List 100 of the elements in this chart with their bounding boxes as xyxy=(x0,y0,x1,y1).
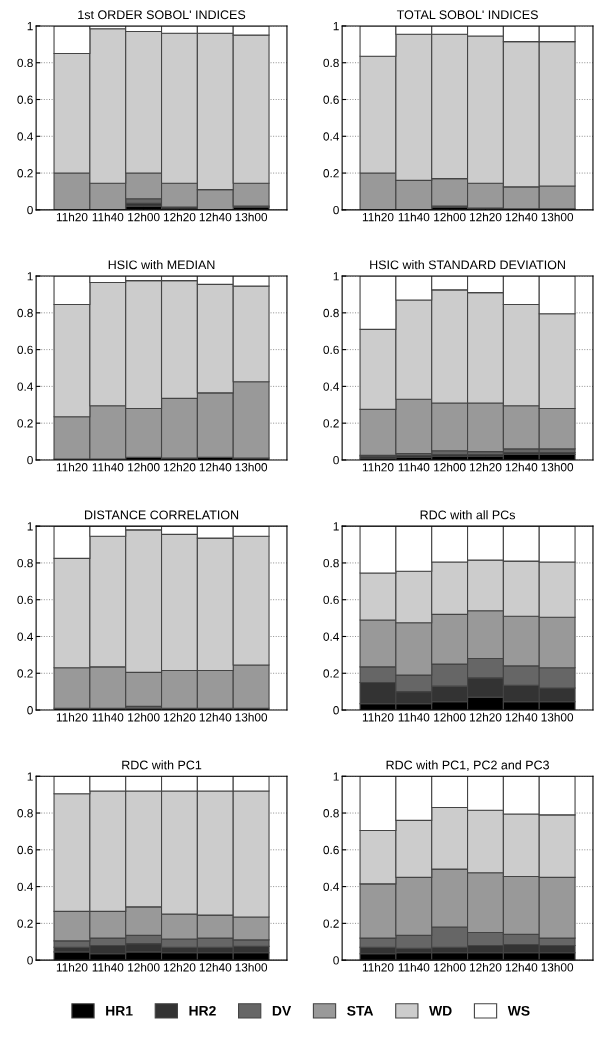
x-tick-label: 11h40 xyxy=(92,212,124,222)
y-tick-label: 0.2 xyxy=(323,419,339,428)
y-tick-label: 0.6 xyxy=(323,595,339,605)
x-tick-label: 12h00 xyxy=(434,712,466,722)
x-tick-label: 13h00 xyxy=(235,212,268,222)
x-tick-label: 12h40 xyxy=(505,712,538,722)
y-tick-label: 0.4 xyxy=(323,882,340,891)
y-tick-label: 0 xyxy=(27,455,33,465)
y-tick-label: 0 xyxy=(333,205,339,215)
chart-title: HSIC with STANDARD DEVIATION xyxy=(370,260,565,270)
x-tick-label: 12h20 xyxy=(163,462,196,472)
y-tick-label: 0.2 xyxy=(323,169,339,178)
y-tick-label: 0 xyxy=(333,956,339,965)
x-tick-label: 12h00 xyxy=(128,212,160,222)
x-tick-label: 11h20 xyxy=(362,212,394,222)
x-tick-label: 13h00 xyxy=(235,962,268,972)
y-tick-label: 0.6 xyxy=(17,95,33,104)
y-tick-label: 0 xyxy=(333,706,339,715)
y-tick-label: 0.2 xyxy=(17,919,33,928)
x-tick-label: 13h00 xyxy=(541,462,574,472)
x-tick-label: 12h20 xyxy=(163,962,196,972)
y-tick-label: 0.8 xyxy=(323,308,339,318)
x-tick-label: 13h00 xyxy=(541,962,574,972)
y-tick-label: 0.6 xyxy=(323,845,339,855)
y-tick-label: 1 xyxy=(27,522,33,531)
y-tick-label: 0.2 xyxy=(17,669,33,678)
chart-title: 1st ORDER SOBOL' INDICES xyxy=(78,10,246,20)
x-tick-label: 12h40 xyxy=(199,962,232,972)
y-tick-label: 0.8 xyxy=(323,58,339,68)
x-tick-label: 11h20 xyxy=(362,962,394,972)
chart-title: HSIC with MEDIAN xyxy=(108,260,215,270)
x-tick-label: 11h40 xyxy=(398,462,430,472)
y-tick-label: 1 xyxy=(27,772,33,781)
y-tick-label: 0.8 xyxy=(17,558,33,568)
chart-title: RDC with all PCs xyxy=(420,510,516,520)
y-tick-label: 0.8 xyxy=(323,809,339,818)
x-tick-label: 12h40 xyxy=(199,462,232,472)
legend-label: DV xyxy=(272,1006,292,1016)
x-tick-label: 12h20 xyxy=(163,212,196,222)
legend-label: WD xyxy=(429,1006,452,1016)
chart-title: RDC with PC1, PC2 and PC3 xyxy=(386,760,549,771)
x-tick-label: 12h20 xyxy=(469,462,502,472)
legend-label: STA xyxy=(347,1005,374,1016)
x-tick-label: 12h20 xyxy=(163,712,196,722)
x-tick-label: 12h00 xyxy=(128,462,160,472)
x-tick-label: 11h20 xyxy=(362,712,394,722)
x-tick-label: 12h40 xyxy=(505,462,538,472)
y-tick-label: 0.4 xyxy=(17,382,33,391)
y-tick-label: 0.2 xyxy=(323,669,339,678)
y-tick-label: 0.8 xyxy=(17,58,33,68)
y-tick-label: 0.6 xyxy=(17,345,33,354)
x-tick-label: 12h00 xyxy=(128,712,160,722)
y-tick-label: 0 xyxy=(27,706,33,715)
legend-label: HR1 xyxy=(106,1006,133,1016)
y-tick-label: 1 xyxy=(333,772,339,781)
x-tick-label: 11h40 xyxy=(398,712,430,722)
y-tick-label: 0.8 xyxy=(17,809,33,818)
x-tick-label: 12h00 xyxy=(434,212,466,222)
x-tick-label: 12h40 xyxy=(199,712,232,722)
x-tick-label: 11h40 xyxy=(92,962,124,972)
x-tick-label: 12h20 xyxy=(469,212,502,222)
x-tick-label: 11h40 xyxy=(398,962,430,972)
x-tick-label: 12h20 xyxy=(469,712,502,722)
y-tick-label: 1 xyxy=(333,272,339,281)
chart-title: TOTAL SOBOL' INDICES xyxy=(396,10,538,20)
x-tick-label: 12h40 xyxy=(505,962,538,972)
y-tick-label: 1 xyxy=(333,522,339,531)
y-tick-label: 0.4 xyxy=(17,632,33,641)
x-tick-label: 13h00 xyxy=(541,712,574,722)
y-tick-label: 0.6 xyxy=(323,345,339,354)
y-tick-label: 1 xyxy=(27,22,33,31)
x-tick-label: 12h00 xyxy=(434,962,466,972)
x-tick-label: 11h40 xyxy=(92,712,124,722)
legend-label: HR2 xyxy=(189,1005,216,1016)
x-tick-label: 11h20 xyxy=(56,462,88,472)
chart-title: DISTANCE CORRELATION xyxy=(85,510,239,520)
y-tick-label: 0.2 xyxy=(17,169,33,178)
y-tick-label: 0.2 xyxy=(323,919,339,928)
y-tick-label: 0 xyxy=(27,205,33,215)
y-tick-label: 0.2 xyxy=(17,419,33,428)
y-tick-label: 0.4 xyxy=(17,882,33,891)
x-tick-label: 12h20 xyxy=(469,962,502,972)
x-tick-label: 11h20 xyxy=(56,212,88,222)
legend-label: WS xyxy=(507,1005,530,1016)
y-tick-label: 0.4 xyxy=(323,132,340,141)
x-tick-label: 12h00 xyxy=(128,962,160,972)
x-tick-label: 13h00 xyxy=(235,712,268,722)
y-tick-label: 0.8 xyxy=(323,558,339,568)
x-tick-label: 13h00 xyxy=(541,212,574,222)
x-tick-label: 11h40 xyxy=(398,212,430,222)
x-tick-label: 13h00 xyxy=(235,462,268,472)
x-tick-label: 12h40 xyxy=(199,212,232,222)
chart-title: RDC with PC1 xyxy=(122,760,202,770)
x-tick-label: 11h20 xyxy=(56,962,88,972)
x-tick-label: 11h20 xyxy=(56,712,88,722)
y-tick-label: 0.6 xyxy=(17,845,33,855)
x-tick-label: 11h40 xyxy=(92,462,124,472)
y-tick-label: 0.4 xyxy=(323,632,340,641)
y-tick-label: 0 xyxy=(27,956,33,965)
y-tick-label: 0.6 xyxy=(323,95,339,104)
